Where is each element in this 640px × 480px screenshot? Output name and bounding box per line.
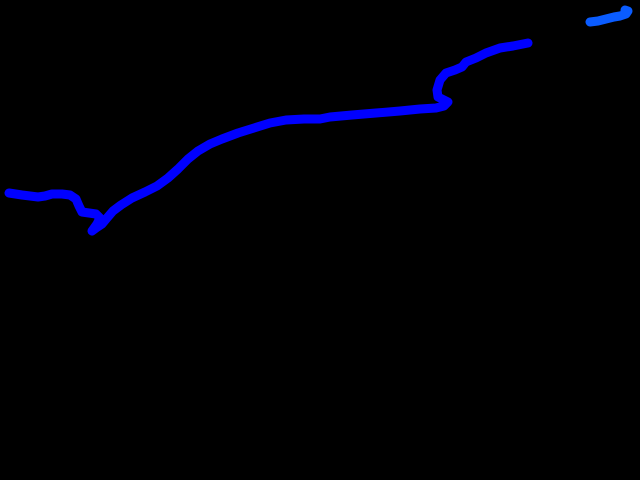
main-stroke <box>4 38 533 236</box>
small-stroke <box>585 5 633 27</box>
